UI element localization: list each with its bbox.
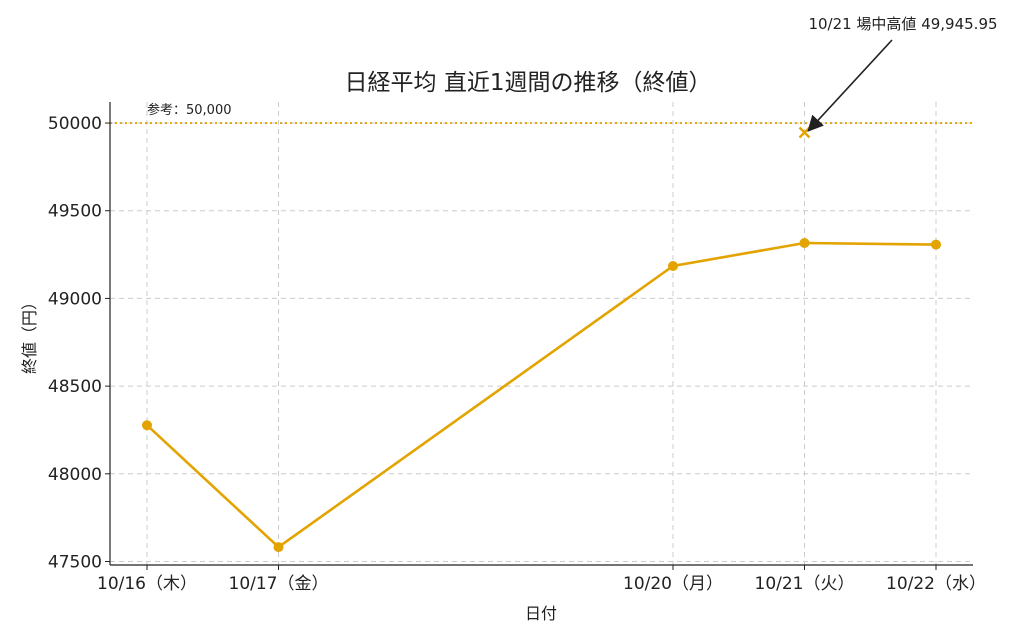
y-tick-label: 48000: [48, 465, 102, 485]
data-point: [142, 420, 152, 431]
data-point: [931, 239, 941, 250]
grid: [110, 102, 973, 565]
y-tick-label: 50000: [48, 114, 102, 134]
y-tick-label: 47500: [48, 552, 102, 572]
x-tick-label: 10/22（水）: [886, 574, 986, 594]
y-tick-label: 49500: [48, 202, 102, 222]
data-point: [799, 238, 810, 249]
reference-line-label: 参考：50,000: [147, 102, 232, 118]
chart-title: 日経平均 直近1週間の推移（終値）: [345, 70, 712, 96]
data-point: [668, 260, 678, 271]
annotation-arrow: [807, 39, 893, 132]
data-point: [273, 542, 284, 553]
x-tick-label: 10/20（月）: [623, 574, 723, 594]
series-points: [142, 238, 941, 553]
y-tick-label: 48500: [48, 377, 102, 397]
y-tick-label: 49000: [48, 289, 102, 309]
x-tick-label: 10/17（金）: [229, 574, 329, 594]
series-line: [146, 241, 937, 549]
x-ticks: 10/16（木） 10/17（金） 10/20（月） 10/21（火） 10/22（水）: [97, 565, 986, 594]
x-tick-label: 10/16（木）: [97, 574, 197, 594]
y-ticks: 47500 48000 48500 49000 49500 50000: [48, 114, 110, 572]
x-tick-label: 10/21（火）: [755, 574, 855, 594]
annotation-text: 10/21 場中高値 49,945.95: [808, 15, 997, 33]
x-axis-label: 日付: [525, 604, 557, 623]
y-axis-label: 終値（円）: [20, 294, 39, 374]
